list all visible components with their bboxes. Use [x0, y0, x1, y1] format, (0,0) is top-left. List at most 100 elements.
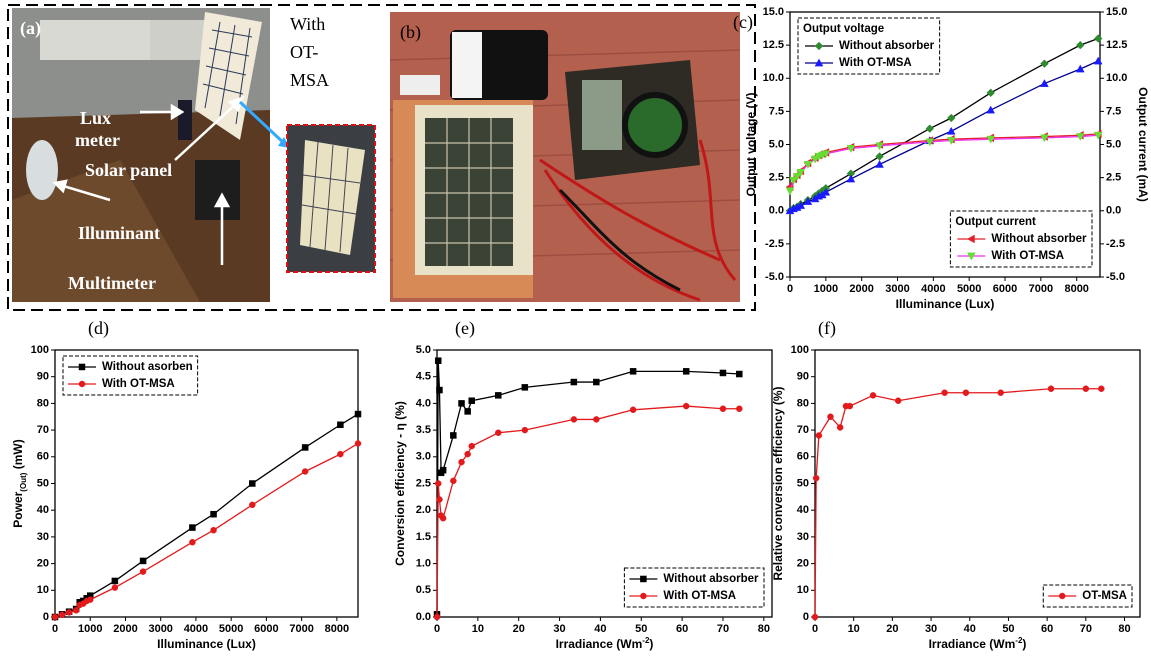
- marker: [1083, 386, 1089, 392]
- marker: [211, 511, 217, 517]
- photo-callout: Illuminant: [78, 223, 160, 243]
- marker: [436, 387, 442, 393]
- x-tick-label: 70: [717, 623, 729, 635]
- marker: [926, 125, 934, 133]
- marker: [571, 416, 577, 422]
- x-tick-label: 50: [635, 623, 647, 635]
- marker: [211, 527, 217, 533]
- marker: [812, 614, 818, 620]
- marker: [640, 576, 646, 582]
- photo-b: [390, 12, 740, 302]
- marker: [816, 432, 822, 438]
- x-tick-label: 10: [472, 623, 484, 635]
- panel-label: (f): [818, 318, 836, 339]
- marker: [736, 406, 742, 412]
- marker: [434, 614, 440, 620]
- x-axis-label-text: Illuminance (Lux): [896, 297, 995, 311]
- y-tick-label: 20: [37, 558, 49, 570]
- y-tick-label: 5.0: [416, 344, 431, 356]
- marker: [249, 502, 255, 508]
- y-axis-label-end: (mW): [11, 439, 25, 472]
- y-tick-label: 100: [31, 344, 49, 356]
- x-tick-label: 0: [434, 623, 440, 635]
- y-axis-label-text: Output voltage (V): [744, 93, 758, 197]
- legend-label: OT-MSA: [1082, 590, 1127, 602]
- photo-caption: With: [290, 14, 325, 34]
- y-tick-label: 60: [797, 451, 809, 463]
- photo-label: (a): [20, 18, 41, 39]
- marker: [837, 424, 843, 430]
- y-tick-label: 10: [37, 584, 49, 596]
- marker: [870, 392, 876, 398]
- x-tick-label: 50: [1002, 623, 1014, 635]
- series-line: [55, 443, 358, 617]
- x-axis-label: Irradiance (Wm-2): [929, 636, 1027, 652]
- x-tick-label: 2000: [849, 283, 873, 295]
- x-tick-label: 30: [553, 623, 565, 635]
- legend: Output currentWithout absorberWith OT-MS…: [950, 211, 1092, 267]
- marker: [355, 411, 361, 417]
- marker: [302, 444, 308, 450]
- marker: [249, 481, 255, 487]
- y-tick-label: 70: [37, 424, 49, 436]
- y-axis-label-text: Power: [11, 491, 25, 527]
- photo-caption: MSA: [290, 70, 329, 90]
- y-tick-label: 3.0: [416, 451, 431, 463]
- x-tick-label: 7000: [289, 623, 313, 635]
- legend-label: With OT-MSA: [663, 590, 736, 602]
- marker: [947, 114, 955, 122]
- marker: [813, 475, 819, 481]
- y-tick-label: -2.5: [765, 238, 784, 250]
- x-tick-label: 5000: [219, 623, 243, 635]
- panel-label: (e): [455, 318, 475, 339]
- x-tick-label: 80: [1118, 623, 1130, 635]
- legend: Without absorberWith OT-MSA: [624, 568, 764, 607]
- x-tick-label: 0: [812, 623, 818, 635]
- y-tick-label: 50: [797, 477, 809, 489]
- y-tick-label: 90: [797, 371, 809, 383]
- x-tick-label: 6000: [993, 283, 1017, 295]
- x-tick-label: 40: [964, 623, 976, 635]
- x-tick-label: 4000: [184, 623, 208, 635]
- marker: [66, 609, 72, 615]
- y2-tick-label: 7.5: [1106, 105, 1121, 117]
- marker: [355, 440, 361, 446]
- panel-label: (c): [733, 12, 753, 33]
- y-tick-label: 30: [37, 531, 49, 543]
- photo-caption: OT-: [290, 42, 318, 62]
- x-tick-label: 60: [1041, 623, 1053, 635]
- y-tick-label: 10: [797, 584, 809, 596]
- marker: [522, 384, 528, 390]
- x-tick-label: 6000: [254, 623, 278, 635]
- y-tick-label: 4.5: [416, 371, 431, 383]
- marker: [440, 467, 446, 473]
- marker: [495, 430, 501, 436]
- marker: [1041, 80, 1049, 87]
- marker: [469, 398, 475, 404]
- x-axis-label: Illuminance (Lux): [896, 297, 995, 311]
- x-tick-label: 20: [886, 623, 898, 635]
- legend-label: Without absorber: [839, 40, 935, 52]
- marker: [847, 403, 853, 409]
- marker: [302, 468, 308, 474]
- marker: [189, 525, 195, 531]
- photo-callout: meter: [75, 130, 120, 150]
- plot-frame: [815, 350, 1140, 617]
- marker: [847, 175, 855, 182]
- marker: [440, 515, 446, 521]
- y-tick-label: 40: [37, 504, 49, 516]
- marker: [465, 408, 471, 414]
- marker: [435, 358, 441, 364]
- x-tick-label: 60: [676, 623, 688, 635]
- x-tick-label: 5000: [957, 283, 981, 295]
- marker: [1059, 593, 1065, 599]
- y-axis-label: Relative conversion efficiency (%): [771, 386, 785, 580]
- y-axis-label-sub: (Out): [19, 472, 28, 491]
- x-tick-label: 20: [513, 623, 525, 635]
- y-tick-label: 0: [803, 611, 809, 623]
- marker: [79, 364, 85, 370]
- y-tick-label: 0.5: [416, 584, 431, 596]
- marker: [495, 392, 501, 398]
- y-tick-label: 12.5: [763, 39, 784, 51]
